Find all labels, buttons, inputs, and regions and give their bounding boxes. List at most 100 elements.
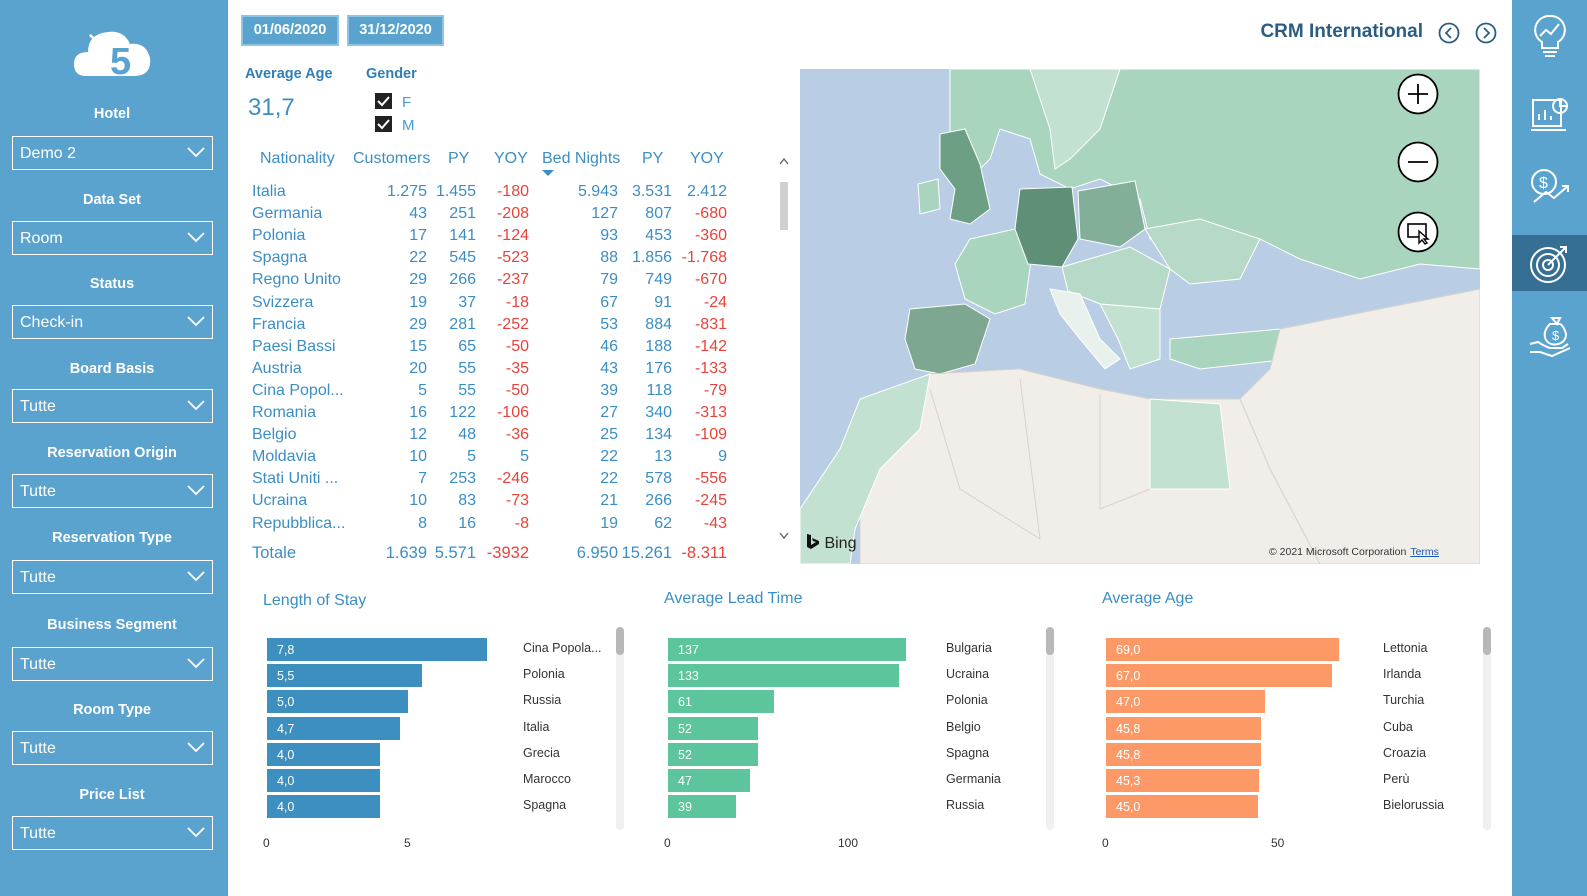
table-row[interactable]: Paesi Bassi 15 65 -50 46 188 -142	[244, 338, 744, 360]
cell-cust: 16	[409, 404, 427, 421]
chevron-down-icon	[187, 147, 205, 158]
filter-dropdown-status[interactable]: Check-in	[12, 305, 213, 339]
length-of-stay-bar[interactable]	[267, 717, 400, 740]
next-page-icon[interactable]	[1475, 22, 1497, 44]
cell-bn: 21	[600, 492, 618, 510]
average-age-bar[interactable]	[1106, 638, 1340, 661]
col-header-customers[interactable]: Customers	[353, 150, 431, 167]
filter-selected-value: Check-in	[20, 314, 84, 331]
cell-py: 141	[449, 227, 476, 245]
filter-label-data-set: Data Set	[82, 192, 142, 208]
chevron-down-icon	[187, 742, 205, 753]
table-row[interactable]: Repubblica... 8 16 -8 19 62 -43	[244, 515, 744, 537]
col-header-py[interactable]: PY	[448, 150, 470, 167]
date-to-button[interactable]: 31/12/2020	[347, 15, 444, 46]
nav-revenue-growth-icon[interactable]: $	[1512, 158, 1587, 214]
scroll-up-icon[interactable]	[779, 158, 789, 165]
cell-cust: 20	[409, 359, 427, 377]
length-of-stay-bar[interactable]	[267, 743, 380, 766]
average-lead-time-bar[interactable]	[668, 638, 907, 661]
average-age-bar-value: 45,0	[1116, 800, 1141, 814]
table-row[interactable]: Svizzera 19 37 -18 67 91 -24	[244, 294, 744, 316]
col-header-py-bed-nights[interactable]: PY	[642, 150, 664, 167]
length-of-stay-bar[interactable]	[267, 769, 380, 792]
table-row[interactable]: Italia 1.275 1.455 -180 5.943 3.531 2.412	[244, 183, 744, 205]
table-row[interactable]: Francia 29 281 -252 53 884 -831	[244, 316, 744, 338]
col-header-bed-nights[interactable]: Bed Nights	[542, 150, 621, 167]
average-age-bar[interactable]	[1106, 795, 1259, 818]
average-lead-time-bar-value: 133	[678, 669, 699, 683]
average-age-bar[interactable]	[1106, 717, 1261, 740]
average-lead-time-scrollbar[interactable]	[1046, 627, 1054, 830]
average-lead-time-bar[interactable]	[668, 743, 759, 766]
table-vertical-scrollbar[interactable]	[778, 152, 790, 542]
col-header-nationality[interactable]: Nationality	[260, 150, 335, 167]
table-row[interactable]: Germania 43 251 -208 127 807 -680	[244, 205, 744, 227]
table-row[interactable]: Stati Uniti ... 7 253 -246 22 578 -556	[244, 470, 744, 492]
map-selection-tool-icon[interactable]	[1397, 211, 1439, 253]
average-age-bar-value: 69,0	[1116, 643, 1141, 657]
average-age-scroll-thumb[interactable]	[1483, 627, 1491, 655]
cell-cust: 10	[409, 448, 427, 466]
length-of-stay-bar[interactable]	[267, 690, 408, 713]
table-row[interactable]: Austria 20 55 -35 43 176 -133	[244, 360, 744, 382]
table-row[interactable]: Polonia 17 141 -124 93 453 -360	[244, 227, 744, 249]
nationality-map[interactable]: Bing © 2021 Microsoft Corporation Terms	[800, 69, 1480, 564]
scroll-down-icon[interactable]	[779, 532, 789, 539]
average-lead-time-scroll-thumb[interactable]	[1046, 627, 1054, 655]
gender-m-checkbox[interactable]	[375, 116, 392, 132]
filter-dropdown-reservation-type[interactable]: Tutte	[12, 560, 213, 594]
terms-link[interactable]: Terms	[1410, 546, 1439, 558]
table-row[interactable]: Belgio 12 48 -36 25 134 -109	[244, 426, 744, 448]
table-row[interactable]: Ucraina 10 83 -73 21 266 -245	[244, 492, 744, 514]
table-scroll-thumb[interactable]	[780, 182, 788, 230]
table-row[interactable]: Romania 16 122 -106 27 340 -313	[244, 404, 744, 426]
average-lead-time-bar[interactable]	[668, 690, 775, 713]
average-age-kpi-title: Average Age	[245, 66, 333, 82]
map-zoom-out-icon[interactable]	[1397, 141, 1439, 183]
col-header-yoy[interactable]: YOY	[494, 150, 528, 167]
table-row[interactable]: Spagna 22 545 -523 88 1.856 -1.768	[244, 249, 744, 271]
cell-nat: Germania	[252, 205, 323, 223]
cell-yoy: -18	[505, 293, 529, 311]
date-from-button[interactable]: 01/06/2020	[241, 15, 339, 46]
nav-money-hand-icon[interactable]: $	[1512, 308, 1587, 364]
cell-yoy: -8	[514, 514, 529, 532]
length-of-stay-bar[interactable]	[267, 795, 380, 818]
chart-title-length-of-stay: Length of Stay	[263, 592, 367, 609]
length-of-stay-scroll-thumb[interactable]	[616, 627, 624, 655]
nav-report-chart-icon[interactable]	[1512, 86, 1587, 142]
table-row[interactable]: Regno Unito 29 266 -237 79 749 -670	[244, 271, 744, 293]
filter-dropdown-data-set[interactable]: Room	[12, 221, 213, 255]
cell-yoy: -124	[496, 227, 529, 245]
length-of-stay-bar[interactable]	[267, 638, 487, 661]
average-age-scrollbar[interactable]	[1483, 627, 1491, 830]
average-age-bar[interactable]	[1106, 690, 1265, 713]
length-of-stay-bar[interactable]	[267, 664, 423, 687]
nav-target-icon[interactable]	[1512, 235, 1587, 291]
filter-dropdown-board-basis[interactable]: Tutte	[12, 389, 213, 423]
average-lead-time-bar[interactable]	[668, 769, 750, 792]
filter-dropdown-business-segment[interactable]: Tutte	[12, 647, 213, 681]
average-age-bar[interactable]	[1106, 664, 1333, 687]
average-lead-time-bar[interactable]	[668, 795, 736, 818]
average-lead-time-bar[interactable]	[668, 717, 759, 740]
table-row[interactable]: Cina Popol... 5 55 -50 39 118 -79	[244, 382, 744, 404]
col-header-yoy-bed-nights[interactable]: YOY	[690, 150, 724, 167]
filter-selected-value: Tutte	[20, 825, 56, 842]
average-lead-time-category-label: Bulgaria	[946, 641, 992, 655]
nav-insights-icon[interactable]	[1512, 8, 1587, 64]
filter-dropdown-price-list[interactable]: Tutte	[12, 816, 213, 850]
filter-dropdown-reservation-origin[interactable]: Tutte	[12, 474, 213, 508]
average-age-bar[interactable]	[1106, 769, 1260, 792]
previous-page-icon[interactable]	[1438, 22, 1460, 44]
average-lead-time-bar[interactable]	[668, 664, 900, 687]
filter-dropdown-room-type[interactable]: Tutte	[12, 731, 213, 765]
gender-f-checkbox[interactable]	[375, 93, 392, 109]
table-row[interactable]: Moldavia 10 5 5 22 13 9	[244, 448, 744, 470]
filter-dropdown-hotel[interactable]: Demo 2	[12, 136, 213, 170]
average-age-bar[interactable]	[1106, 743, 1261, 766]
length-of-stay-scrollbar[interactable]	[616, 627, 624, 830]
totals-py: 5.571	[434, 544, 476, 562]
map-zoom-in-icon[interactable]	[1397, 73, 1439, 115]
